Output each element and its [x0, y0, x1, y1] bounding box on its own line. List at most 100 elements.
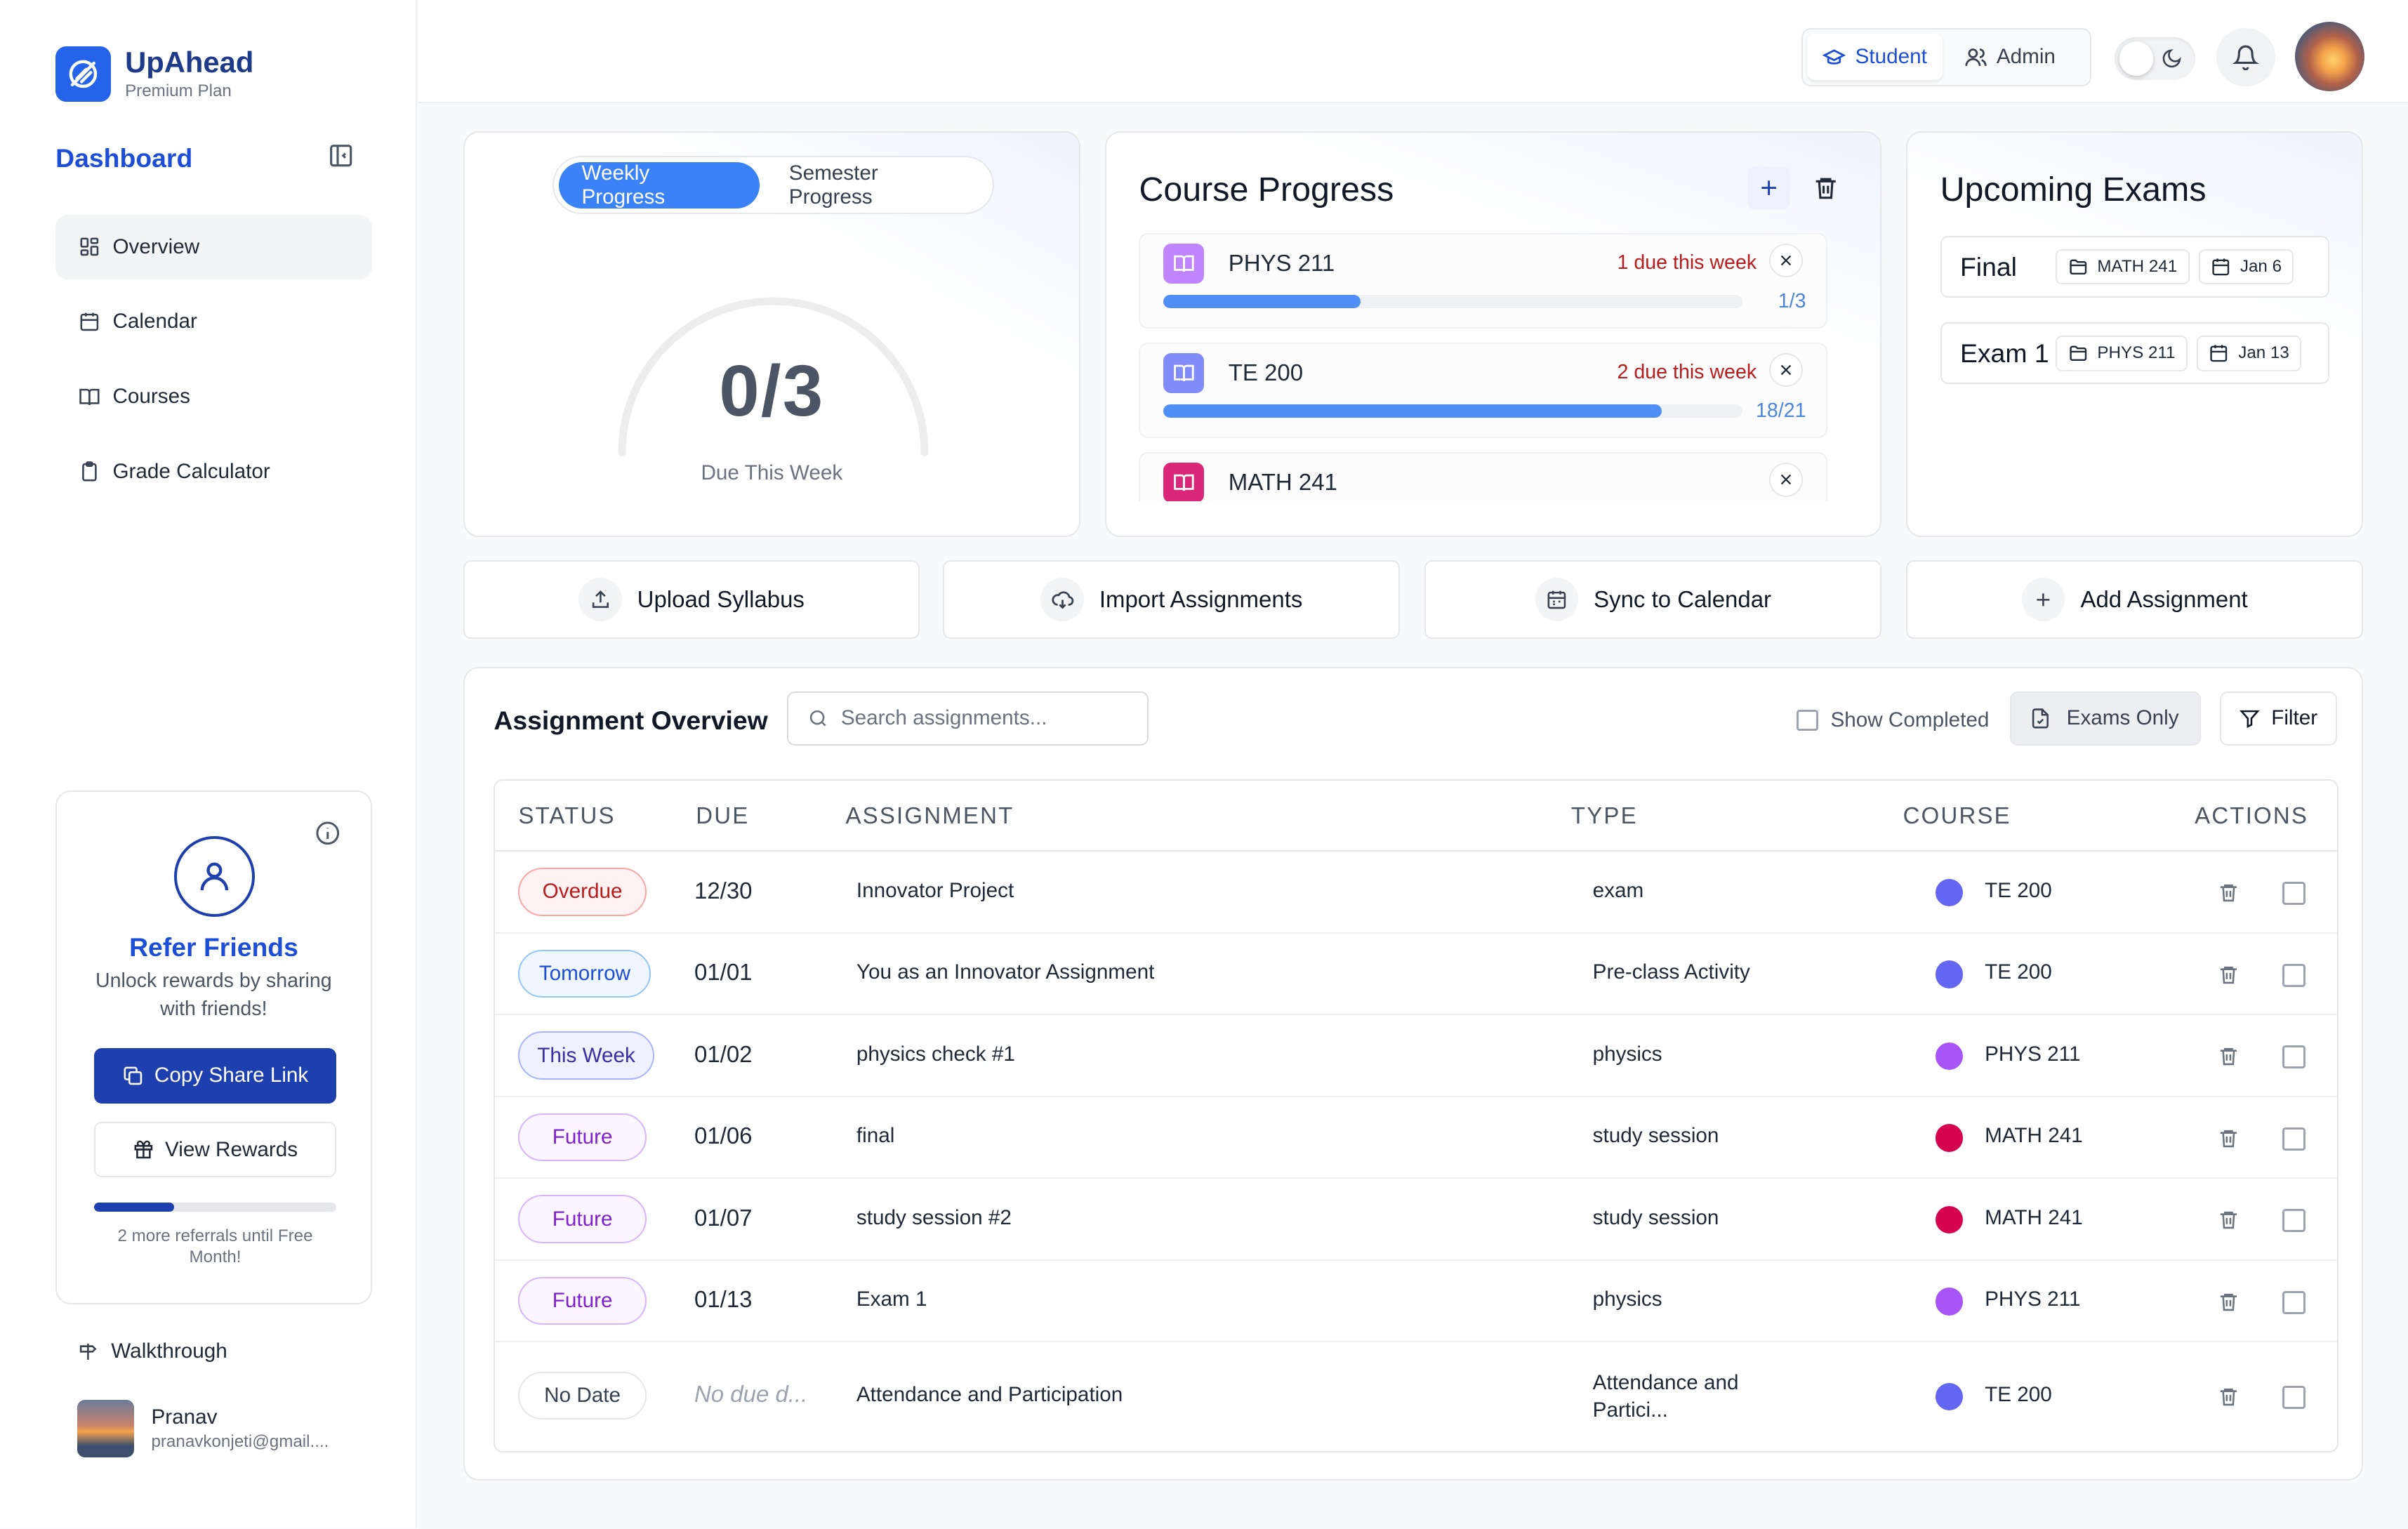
sidebar-item-overview[interactable]: Overview — [55, 214, 372, 279]
signpost-icon — [79, 1343, 97, 1361]
users-icon — [1965, 48, 1987, 66]
assignments-table: STATUS DUE ASSIGNMENT TYPE COURSE ACTION… — [494, 779, 2338, 1452]
delete-assignment-icon[interactable] — [2218, 882, 2240, 904]
due-date: 01/02 — [694, 1040, 753, 1067]
brand-name: UpAhead — [125, 46, 254, 79]
assignment-type-line: Attendance and — [1592, 1370, 1739, 1394]
delete-assignment-icon[interactable] — [2218, 1127, 2240, 1149]
delete-assignment-icon[interactable] — [2218, 964, 2240, 986]
sidebar-title: Dashboard — [55, 143, 193, 173]
assignment-name[interactable]: study session #2 — [856, 1205, 1012, 1229]
complete-checkbox[interactable] — [2282, 963, 2306, 987]
complete-checkbox[interactable] — [2282, 1290, 2306, 1314]
assignment-name[interactable]: Attendance and Participation — [856, 1382, 1123, 1406]
collapse-sidebar-icon[interactable] — [326, 140, 357, 171]
table-header: STATUS DUE ASSIGNMENT TYPE COURSE ACTION… — [495, 781, 2337, 852]
exam-item[interactable]: Exam 1 PHYS 211 Jan 13 — [1940, 322, 2329, 385]
column-header-status: STATUS — [518, 802, 616, 828]
calendar-icon — [2212, 258, 2230, 276]
column-header-assignment: ASSIGNMENT — [845, 802, 1014, 828]
student-role-button[interactable]: Student — [1807, 34, 1943, 81]
remove-course-button[interactable] — [1768, 463, 1804, 497]
brand[interactable]: UpAhead Premium Plan — [55, 46, 253, 102]
table-row[interactable]: Future 01/06 final study session MATH 241 — [495, 1097, 2337, 1179]
sidebar-item-grade-calculator[interactable]: Grade Calculator — [55, 439, 372, 503]
import-assignments-button[interactable]: Import Assignments — [943, 560, 1401, 640]
column-header-due: DUE — [696, 802, 750, 828]
show-completed-label: Show Completed — [1830, 708, 1990, 732]
due-date: 01/13 — [694, 1286, 753, 1313]
course-due: 2 due this week — [1617, 361, 1757, 384]
exams-only-button[interactable]: Exams Only — [2009, 691, 2202, 746]
walkthrough-link[interactable]: Walkthrough — [77, 1339, 227, 1363]
delete-assignment-icon[interactable] — [2218, 1291, 2240, 1313]
complete-checkbox[interactable] — [2282, 1045, 2306, 1069]
bell-icon — [2232, 45, 2259, 70]
admin-role-button[interactable]: Admin — [1949, 34, 2071, 80]
delete-assignment-icon[interactable] — [2218, 1045, 2240, 1067]
table-row[interactable]: This Week 01/02 physics check #1 physics PHY… — [495, 1015, 2337, 1097]
delete-course-button[interactable] — [1804, 166, 1848, 210]
info-icon[interactable] — [314, 819, 342, 847]
assignment-name[interactable]: Innovator Project — [856, 878, 1014, 902]
tab-weekly-progress[interactable]: Weekly Progress — [558, 161, 760, 208]
delete-assignment-icon[interactable] — [2218, 1209, 2240, 1231]
student-role-label: Student — [1855, 45, 1927, 69]
sidebar-item-calendar[interactable]: Calendar — [55, 289, 372, 354]
complete-checkbox[interactable] — [2282, 1386, 2306, 1409]
remove-course-button[interactable] — [1768, 353, 1804, 388]
show-completed-checkbox[interactable] — [1797, 709, 1818, 732]
plus-icon — [1761, 180, 1776, 196]
search-input[interactable] — [840, 706, 1119, 731]
filter-button[interactable]: Filter — [2219, 691, 2337, 746]
user-icon — [174, 836, 255, 917]
complete-checkbox[interactable] — [2282, 1209, 2306, 1233]
sidebar-item-label: Calendar — [112, 310, 197, 333]
assignment-name[interactable]: You as an Innovator Assignment — [856, 960, 1155, 984]
profile-avatar[interactable] — [2295, 21, 2365, 91]
sidebar-item-courses[interactable]: Courses — [55, 364, 372, 429]
search-icon — [809, 710, 826, 727]
user-name: Pranav — [151, 1405, 218, 1429]
sync-calendar-button[interactable]: Sync to Calendar — [1424, 560, 1882, 640]
table-row[interactable]: Tomorrow 01/01 You as an Innovator Assignm… — [495, 934, 2337, 1016]
assignment-name[interactable]: final — [856, 1124, 895, 1148]
copy-icon — [124, 1066, 142, 1085]
column-header-course: COURSE — [1903, 802, 2011, 828]
view-rewards-button[interactable]: View Rewards — [93, 1122, 337, 1178]
upload-syllabus-label: Upload Syllabus — [637, 586, 805, 613]
course-progress-fill — [1163, 294, 1361, 309]
close-icon — [1780, 255, 1792, 266]
upload-syllabus-button[interactable]: Upload Syllabus — [463, 560, 920, 640]
course-item[interactable]: PHYS 211 1 due this week 1/3 — [1139, 232, 1828, 329]
table-row[interactable]: Overdue 12/30 Innovator Project exam TE 200 — [495, 852, 2337, 934]
weekly-progress-card: Weekly Progress Semester Progress 0/3 Du… — [463, 131, 1081, 538]
assignment-name[interactable]: Exam 1 — [856, 1288, 927, 1311]
copy-share-link-button[interactable]: Copy Share Link — [93, 1047, 337, 1104]
complete-checkbox[interactable] — [2282, 882, 2306, 906]
remove-course-button[interactable] — [1768, 243, 1804, 278]
course-list: PHYS 211 1 due this week 1/3 TE 200 2 du… — [1139, 232, 1828, 502]
add-assignment-button[interactable]: Add Assignment — [1906, 560, 2364, 640]
table-row[interactable]: Future 01/07 study session #2 study session… — [495, 1179, 2337, 1261]
tab-semester-progress[interactable]: Semester Progress — [788, 161, 878, 208]
close-icon — [1780, 365, 1792, 376]
notifications-button[interactable] — [2216, 27, 2275, 87]
course-color-dot — [1935, 1042, 1964, 1071]
user-profile[interactable]: Pranav pranavkonjeti@gmail.... — [77, 1400, 329, 1457]
exam-item[interactable]: Final MATH 241 Jan 6 — [1940, 236, 2329, 298]
table-row[interactable]: No Date No due d... Attendance and Partici… — [495, 1342, 2336, 1450]
course-item[interactable]: MATH 241 — [1139, 451, 1828, 502]
complete-checkbox[interactable] — [2282, 1127, 2306, 1151]
show-completed-toggle[interactable]: Show Completed — [1797, 708, 1989, 732]
course-item[interactable]: TE 200 2 due this week 18/21 — [1139, 342, 1828, 439]
add-course-button[interactable] — [1747, 166, 1791, 210]
course-color-dot — [1935, 1205, 1964, 1234]
delete-assignment-icon[interactable] — [2218, 1386, 2240, 1408]
brand-plan: Premium Plan — [125, 81, 232, 100]
table-row[interactable]: Future 01/13 Exam 1 physics PHYS 211 — [495, 1261, 2337, 1343]
search-box[interactable] — [787, 691, 1149, 746]
assignment-name[interactable]: physics check #1 — [856, 1042, 1015, 1066]
refer-title: Refer Friends — [129, 932, 298, 962]
theme-toggle[interactable] — [2115, 37, 2195, 81]
